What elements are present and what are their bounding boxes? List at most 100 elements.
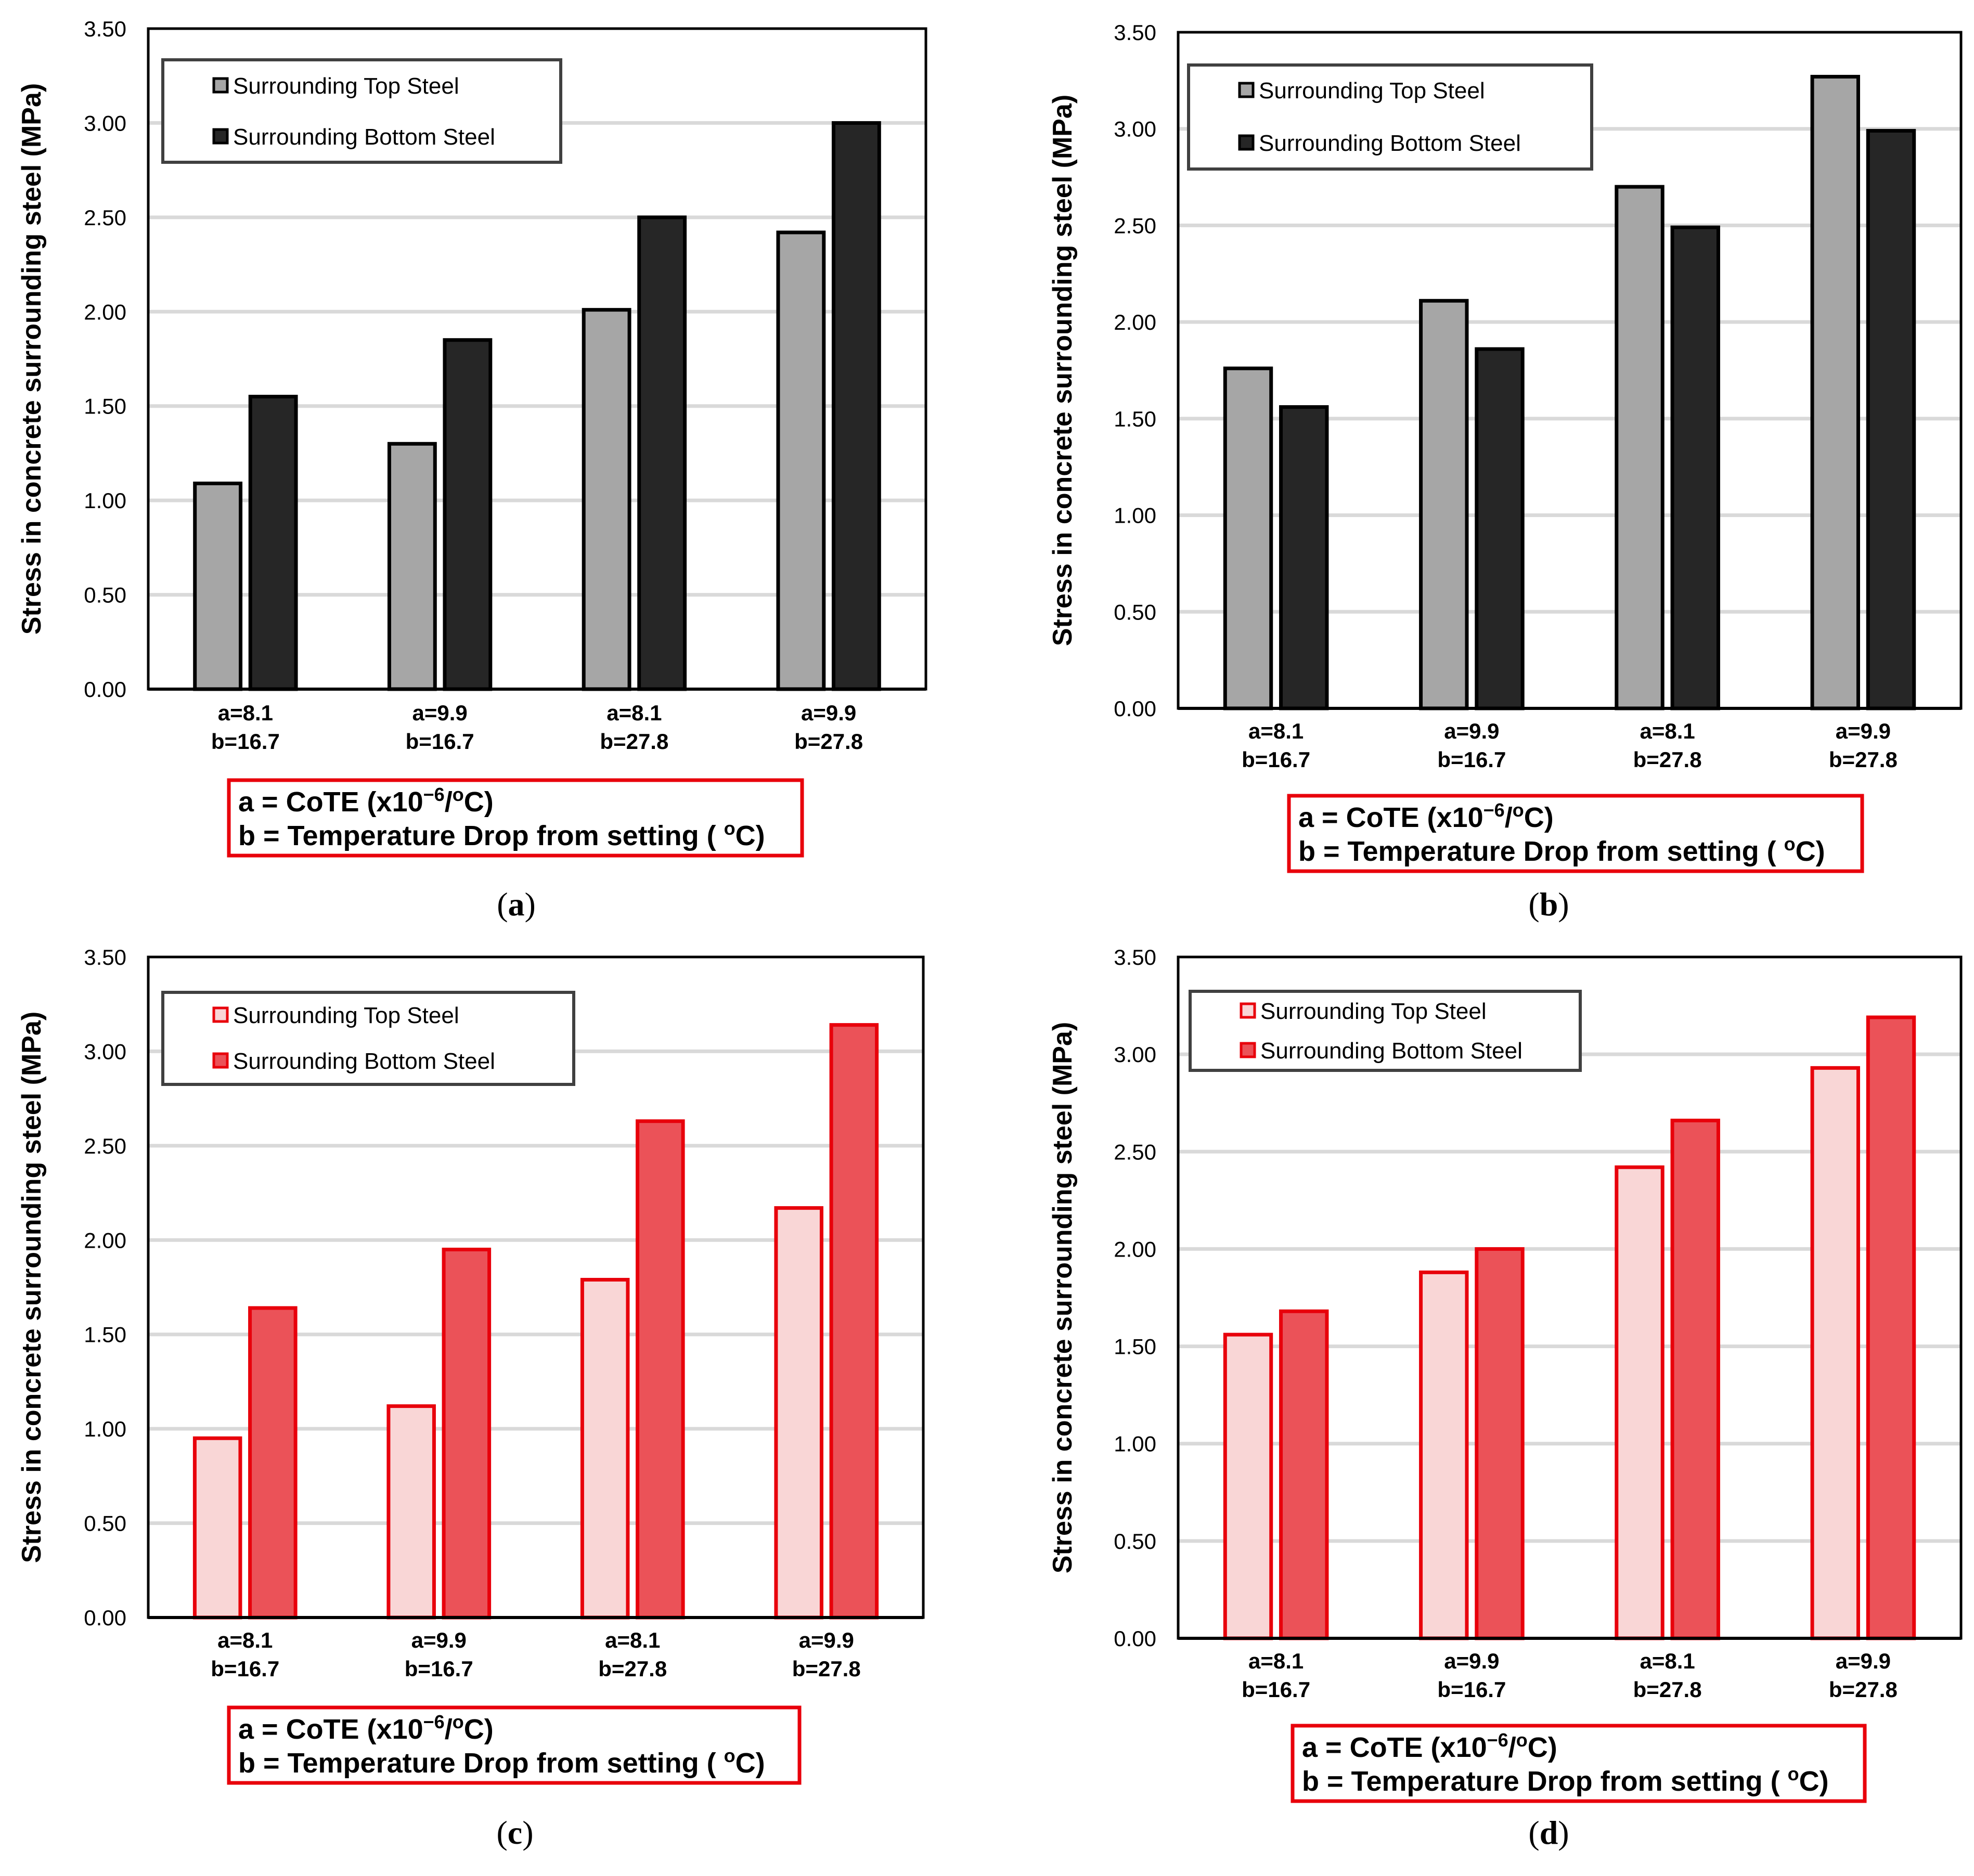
caption-paren: ) xyxy=(1558,886,1569,923)
bar-bottom-steel xyxy=(443,338,493,691)
text-span: a = CoTE (x10 xyxy=(1302,1732,1487,1763)
note-box: a = CoTE (x10−6/oC)b = Temperature Drop … xyxy=(227,778,804,858)
bar-bottom-steel xyxy=(442,1247,492,1620)
x-tick-label: a=8.1 xyxy=(1248,1649,1304,1673)
legend: Surrounding Top Steel Surrounding Bottom … xyxy=(1189,990,1582,1072)
legend-label: Surrounding Bottom Steel xyxy=(1259,131,1521,156)
legend-label: Surrounding Bottom Steel xyxy=(1260,1038,1523,1064)
y-tick-labels: 0.00 0.50 1.00 1.50 2.00 2.50 3.00 3.50 xyxy=(84,17,126,702)
superscript: o xyxy=(1513,799,1524,821)
y-tick-label: 0.00 xyxy=(84,677,126,702)
superscript: −6 xyxy=(423,1711,445,1732)
y-tick-label: 2.00 xyxy=(1114,1237,1156,1261)
caption-letter: c xyxy=(508,1814,522,1851)
text-span: C) xyxy=(1799,1766,1829,1797)
y-tick-label: 1.50 xyxy=(84,394,126,419)
legend-swatch xyxy=(1240,1042,1256,1058)
caption-paren: ) xyxy=(1558,1814,1569,1851)
bar-bottom-steel xyxy=(248,395,298,691)
bar-top-steel xyxy=(1615,1165,1665,1640)
bar-bottom-steel xyxy=(637,215,687,691)
note-line-temperature: b = Temperature Drop from setting ( oC) xyxy=(1302,1763,1829,1797)
bar-top-steel xyxy=(1810,74,1860,710)
legend: Surrounding Top Steel Surrounding Bottom … xyxy=(161,58,562,164)
y-tick-label: 2.00 xyxy=(84,1228,126,1252)
x-tick-label: b=27.8 xyxy=(1633,1677,1702,1702)
chart-panel-a: 0.00 0.50 1.00 1.50 2.00 2.50 3.00 3.50 a=8.1 b=1… xyxy=(17,17,927,923)
y-tick-label: 3.00 xyxy=(1114,1042,1156,1067)
x-tick-label: b=16.7 xyxy=(211,729,280,754)
bar-bottom-steel xyxy=(831,121,881,691)
bar-top-steel xyxy=(1615,185,1665,710)
y-tick-label: 0.00 xyxy=(1114,696,1156,721)
y-tick-label: 1.50 xyxy=(1114,1335,1156,1359)
note-line-cote: a = CoTE (x10−6/oC) xyxy=(238,784,494,818)
y-axis-title: Stress in concrete surrounding steel (MP… xyxy=(17,1012,47,1563)
legend-swatch xyxy=(1238,134,1255,151)
bar-top-steel xyxy=(580,1277,630,1620)
caption-paren: ( xyxy=(497,886,508,923)
y-tick-labels: 0.00 0.50 1.00 1.50 2.00 2.50 3.00 3.50 xyxy=(1114,20,1156,721)
y-tick-label: 3.50 xyxy=(1114,20,1156,45)
legend: Surrounding Top Steel Surrounding Bottom … xyxy=(161,991,575,1086)
legend-label: Surrounding Bottom Steel xyxy=(233,124,495,150)
superscript: o xyxy=(724,1745,736,1766)
legend-box xyxy=(161,58,562,164)
legend-swatch xyxy=(212,1052,229,1069)
bar-bottom-steel xyxy=(1475,1247,1525,1640)
bar-bottom-steel xyxy=(1279,1309,1329,1640)
x-tick-label: a=8.1 xyxy=(605,1628,660,1652)
x-category-labels: a=8.1 b=16.7 a=9.9 b=16.7 a=8.1 b=27.8 a=9.9 b=… xyxy=(1242,1649,1898,1702)
y-tick-label: 0.00 xyxy=(1114,1626,1156,1651)
bar-bottom-steel xyxy=(248,1306,298,1620)
x-tick-label: a=9.9 xyxy=(412,701,467,725)
note-box: a = CoTE (x10−6/oC)b = Temperature Drop … xyxy=(227,1705,802,1785)
note-line-cote: a = CoTE (x10−6/oC) xyxy=(1298,799,1554,833)
text-span: C) xyxy=(1528,1732,1557,1763)
x-tick-label: a=8.1 xyxy=(217,1628,273,1652)
bars xyxy=(1223,74,1916,710)
y-tick-label: 0.00 xyxy=(84,1606,126,1630)
chart-panel-c: 0.00 0.50 1.00 1.50 2.00 2.50 3.00 3.50 a=8.1 b=1… xyxy=(17,945,925,1851)
bar-top-steel xyxy=(387,442,437,691)
y-tick-label: 1.00 xyxy=(84,488,126,513)
bar-bottom-steel xyxy=(636,1119,685,1620)
legend-swatch xyxy=(1238,82,1255,98)
bar-bottom-steel xyxy=(829,1023,879,1620)
bar-top-steel xyxy=(774,1206,823,1620)
caption-paren: ( xyxy=(1528,1814,1539,1851)
caption-letter: d xyxy=(1540,1814,1558,1851)
caption-letter: a xyxy=(508,886,525,923)
bar-top-steel xyxy=(776,230,826,691)
y-tick-label: 0.50 xyxy=(1114,1529,1156,1554)
y-axis-title: Stress in concrete surrounding steel (MP… xyxy=(1048,1022,1078,1573)
text-span: C) xyxy=(736,1748,765,1779)
superscript: −6 xyxy=(423,784,445,805)
text-span: C) xyxy=(1796,836,1825,867)
bar-bottom-steel xyxy=(1866,1015,1916,1640)
legend-swatch xyxy=(212,77,229,94)
x-tick-label: b=27.8 xyxy=(792,1657,861,1681)
y-tick-label: 2.00 xyxy=(1114,310,1156,334)
x-tick-label: a=9.9 xyxy=(1444,1649,1499,1673)
x-tick-label: a=9.9 xyxy=(1444,719,1499,743)
bar-bottom-steel xyxy=(1475,347,1525,710)
x-tick-label: a=8.1 xyxy=(1248,719,1304,743)
chart-panel-d: 0.00 0.50 1.00 1.50 2.00 2.50 3.00 3.50 a=8.1 b=1… xyxy=(1048,945,1963,1851)
text-span: / xyxy=(445,786,453,818)
y-tick-label: 0.50 xyxy=(1114,600,1156,624)
x-tick-label: b=16.7 xyxy=(211,1657,279,1681)
y-axis-title: Stress in concrete surrounding steel (MP… xyxy=(17,83,47,635)
legend: Surrounding Top Steel Surrounding Bottom … xyxy=(1187,63,1593,171)
y-tick-label: 1.00 xyxy=(1114,503,1156,528)
y-axis-title: Stress in concrete surrounding steel (MP… xyxy=(1048,95,1078,646)
text-span: C) xyxy=(736,820,765,851)
superscript: o xyxy=(453,1711,464,1732)
x-tick-label: a=8.1 xyxy=(1640,1649,1695,1673)
x-tick-label: a=8.1 xyxy=(1640,719,1695,743)
bar-top-steel xyxy=(582,308,631,691)
text-span: a = CoTE (x10 xyxy=(238,1714,423,1745)
legend-label: Surrounding Top Steel xyxy=(233,1003,459,1028)
